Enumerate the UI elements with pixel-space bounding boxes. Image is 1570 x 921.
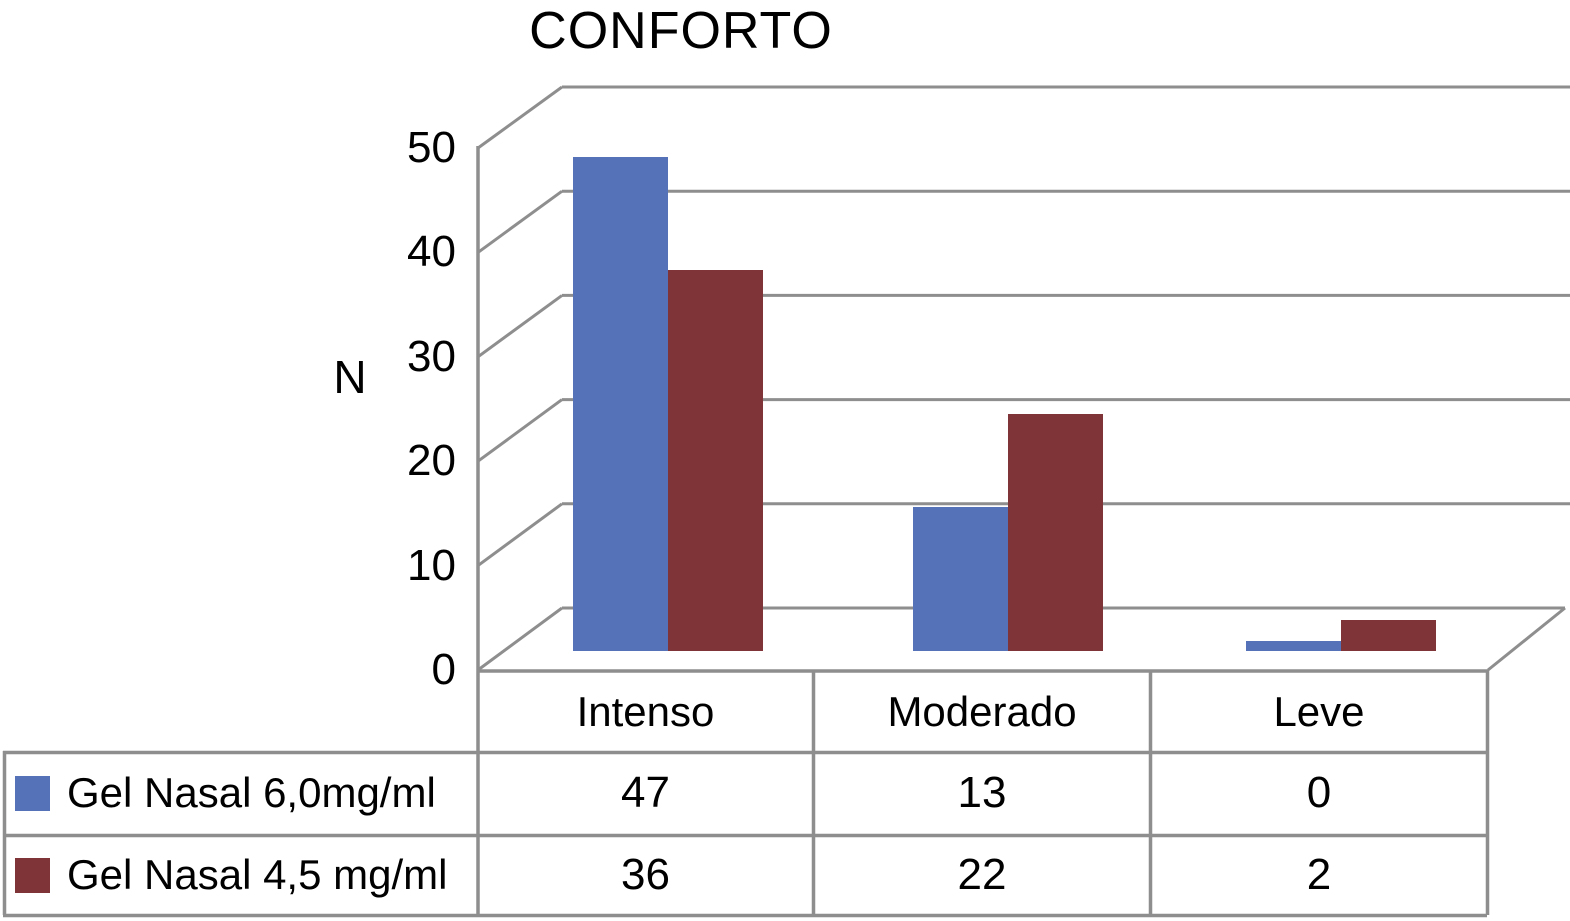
wall-diagonal-30 [477,294,563,359]
table-header-leve: Leve [1273,688,1365,735]
bar-series1-intenso [573,156,668,651]
table-value-s1-intenso: 47 [621,768,670,817]
legend-row-series-1: Gel Nasal 6,0mg/ml [5,754,475,832]
bar-series1-moderado [913,507,1008,651]
table-value-s2-moderado: 22 [957,850,1007,899]
y-tick-label-50: 50 [407,123,456,172]
y-tick-label-0: 0 [431,645,456,694]
bar-series2-intenso [668,270,763,651]
table-value-s2-leve: 2 [1306,850,1332,899]
legend-swatch-blue [15,775,50,811]
table-value-s1-leve: 0 [1306,768,1332,817]
wall-diagonal-0 [477,606,563,672]
chart-title: CONFORTO [529,2,833,60]
bar-series2-moderado [1008,414,1103,651]
wall-diagonal-10 [477,502,563,567]
wall-diagonal-50 [477,85,563,150]
table-header-intenso: Intenso [576,688,715,735]
table-header-moderado: Moderado [887,688,1077,735]
wall-diagonal-40 [477,189,563,254]
legend-label-series-1: Gel Nasal 6,0mg/ml [67,769,436,816]
y-axis-label: N [333,351,367,403]
y-tick-label-30: 30 [407,331,456,381]
y-tick-label-20: 20 [407,436,456,486]
legend-swatch-red [15,857,50,893]
y-tick-label-10: 10 [407,540,456,590]
legend-label-series-2: Gel Nasal 4,5 mg/ml [67,851,448,898]
table-value-s1-moderado: 13 [957,768,1007,817]
legend-row-series-2: Gel Nasal 4,5 mg/ml [5,837,475,913]
y-tick-label-40: 40 [407,227,456,277]
wall-diagonal-20 [477,398,563,463]
table-value-s2-intenso: 36 [621,850,670,899]
bar-series1-leve [1246,641,1341,651]
bar-series2-leve [1341,620,1436,651]
floor-right-diagonal [1487,606,1566,672]
